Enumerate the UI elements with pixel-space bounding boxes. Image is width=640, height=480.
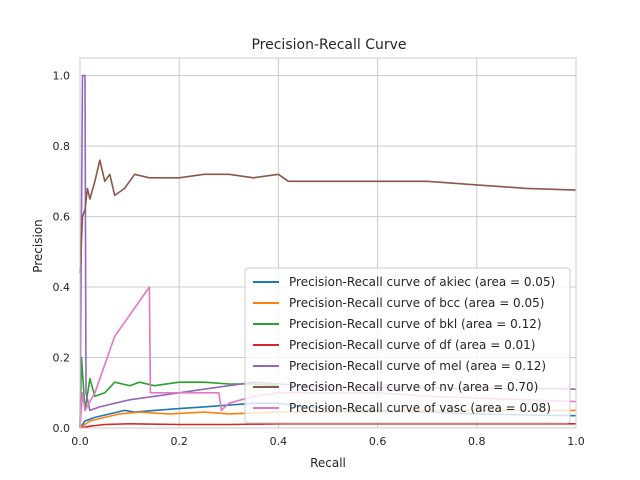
x-axis-ticks: 0.0 0.2 0.4 0.6 0.8 1.0 (71, 435, 585, 448)
legend-entry-label: Precision-Recall curve of nv (area = 0.7… (289, 380, 538, 394)
series-line-5 (79, 159, 577, 274)
legend-entry-label: Precision-Recall curve of akiec (area = … (289, 275, 555, 289)
series-line-3 (79, 422, 576, 429)
x-axis-label: Recall (310, 456, 346, 470)
x-tick-label: 0.4 (270, 435, 288, 448)
legend-entry-label: Precision-Recall curve of mel (area = 0.… (289, 359, 546, 373)
y-tick-label: 0.2 (53, 352, 71, 365)
y-axis-ticks: 0.0 0.2 0.4 0.6 0.8 1.0 (53, 70, 71, 435)
legend-entry-label: Precision-Recall curve of df (area = 0.0… (289, 338, 536, 352)
x-tick-label: 0.2 (170, 435, 188, 448)
legend-entry-label: Precision-Recall curve of bcc (area = 0.… (289, 296, 544, 310)
x-tick-label: 0.6 (369, 435, 387, 448)
x-tick-label: 1.0 (567, 435, 585, 448)
legend: Precision-Recall curve of akiec (area = … (244, 267, 571, 424)
chart-title: Precision-Recall Curve (251, 37, 406, 53)
legend-box (244, 267, 571, 424)
plot-frame (79, 57, 577, 429)
y-tick-label: 0.6 (53, 211, 71, 224)
y-tick-label: 0.4 (53, 281, 71, 294)
x-tick-label: 0.8 (468, 435, 486, 448)
x-tick-label: 0.0 (71, 435, 89, 448)
legend-entry-label: Precision-Recall curve of bkl (area = 0.… (289, 317, 542, 331)
series-line-2 (79, 356, 279, 429)
legend-entry-label: Precision-Recall curve of vasc (area = 0… (289, 401, 551, 415)
y-tick-label: 0.0 (53, 422, 71, 435)
y-tick-label: 1.0 (53, 70, 71, 83)
y-axis-label: Precision (31, 219, 45, 273)
y-tick-label: 0.8 (53, 140, 71, 153)
